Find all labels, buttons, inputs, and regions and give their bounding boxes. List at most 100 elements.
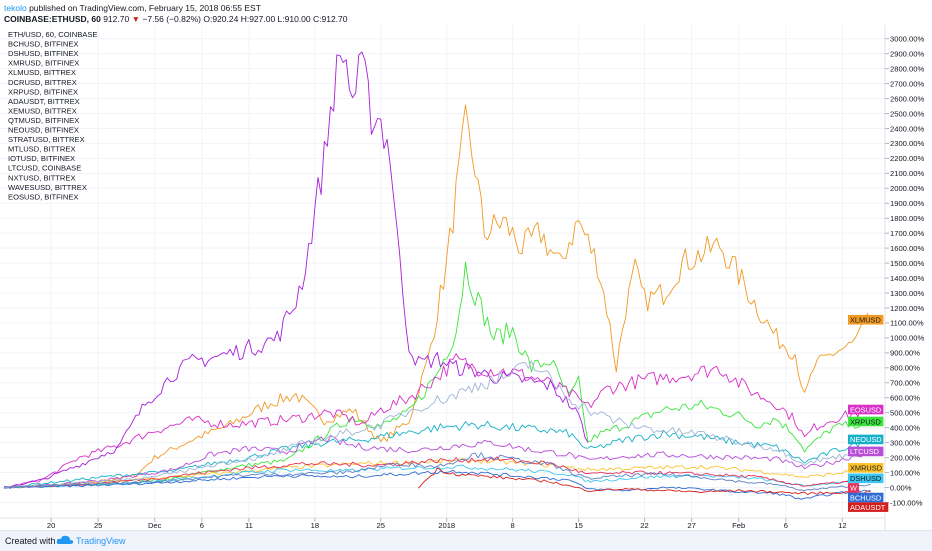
- y-tick-label: 2500.00%: [890, 109, 924, 118]
- legend-item: STRATUSD, BITTREX: [8, 135, 85, 144]
- price-tag-label: XMRUSD: [850, 464, 882, 473]
- chart-grid: [0, 25, 885, 518]
- x-tick-label: Feb: [732, 521, 745, 530]
- series-price-tags: XLMUSD EOSUSD XRPUSD NEOUSD LTCUSD XMRUSDDSHU…: [848, 314, 889, 512]
- price-scale[interactable]: 3000.00% 2900.00% 2800.00% 2700.00% 2600.00%…: [885, 35, 924, 508]
- legend-item: DCRUSD, BITTREX: [8, 78, 77, 87]
- x-tick-label: 6: [200, 521, 204, 530]
- series-line-adausdt: [418, 467, 871, 496]
- price-tag-bg: [848, 492, 884, 503]
- legend-item: EOSUSD, BITFINEX: [8, 192, 78, 201]
- price-tag-bg: [848, 416, 884, 427]
- y-tick-label: 1700.00%: [890, 229, 924, 238]
- x-tick-label: 27: [687, 521, 695, 530]
- price-tag-label: LTCUSD: [850, 447, 879, 456]
- chart-header: tekolo published on TradingView.com, Feb…: [0, 0, 932, 26]
- y-tick-label: 2200.00%: [890, 154, 924, 163]
- published-text: published on TradingView.com, February 1…: [29, 3, 261, 13]
- chart-background: [0, 25, 932, 530]
- publish-line: tekolo published on TradingView.com, Feb…: [4, 3, 261, 13]
- y-tick-label: 2000.00%: [890, 184, 924, 193]
- x-tick-label: 12: [838, 521, 846, 530]
- y-tick-label: 2700.00%: [890, 79, 924, 88]
- y-tick-label: 2100.00%: [890, 169, 924, 178]
- x-tick-label: 25: [377, 521, 385, 530]
- legend-item: XMRUSD, BITFINEX: [8, 59, 79, 68]
- last-price: 912.70: [103, 14, 130, 24]
- ohlc-values: O:920.24 H:927.00 L:910.00 C:912.70: [203, 14, 348, 24]
- legend-item: ETH/USD, 60, COINBASE: [8, 30, 97, 39]
- legend-item: BCHUSD, BITFINEX: [8, 40, 78, 49]
- legend-item: QTMUSD, BITFINEX: [8, 116, 79, 125]
- legend-item: NXTUSD, BITTREX: [8, 173, 76, 182]
- symbol-line: COINBASE:ETHUSD, 60 912.70 ▼ −7.56 (−0.8…: [4, 14, 348, 24]
- tradingview-brand-link[interactable]: TradingView: [76, 536, 126, 546]
- y-tick-label: 700.00%: [890, 379, 920, 388]
- price-tag-bg: [848, 446, 884, 457]
- price-tag-bg: [848, 463, 884, 473]
- author-link[interactable]: tekolo: [4, 3, 27, 13]
- series-line-dshusd: [3, 464, 871, 489]
- legend-item: DSHUSD, BITFINEX: [8, 49, 78, 58]
- series-line-iotusd: [3, 360, 871, 489]
- legend-item: XLMUSD, BITTREX: [8, 68, 76, 77]
- series-line-xrpusd: [3, 261, 871, 489]
- y-tick-label: 1400.00%: [890, 274, 924, 283]
- price-tag-label: NEOUSD: [850, 435, 882, 444]
- time-scale[interactable]: 20 25 Dec 6 11 18 25 2018 8 15 22 27 Feb 6 12: [47, 518, 847, 530]
- legend-item: XRPUSD, BITFINEX: [8, 87, 78, 96]
- price-tag-bg: [848, 483, 859, 493]
- y-tick-label: 2900.00%: [890, 49, 924, 58]
- series-line-xlmusd: [3, 104, 871, 489]
- tradingview-cloud-icon: [56, 535, 74, 544]
- series-lines: [3, 51, 871, 500]
- price-tag-bg: [848, 434, 884, 445]
- series-line-ltcusd: [3, 435, 871, 489]
- price-tag-label: W: [850, 484, 857, 493]
- x-tick-label: 2018: [438, 521, 455, 530]
- x-tick-label: 6: [784, 521, 788, 530]
- legend-item: LTCUSD, COINBASE: [8, 164, 81, 173]
- y-tick-label: 300.00%: [890, 438, 920, 447]
- y-tick-label: -100.00%: [890, 498, 923, 507]
- legend-item: XEMUSD, BITTREX: [8, 106, 77, 115]
- x-tick-label: 20: [47, 521, 55, 530]
- price-tag-bg: [848, 404, 884, 415]
- created-with-label: Created with: [5, 536, 56, 546]
- x-tick-label: 22: [640, 521, 648, 530]
- price-tag-bg: [848, 502, 889, 512]
- series-line-neousd: [3, 420, 871, 489]
- x-tick-label: 11: [245, 521, 253, 530]
- y-tick-label: 1500.00%: [890, 259, 924, 268]
- y-tick-label: 3000.00%: [890, 35, 924, 44]
- symbol-label: COINBASE:ETHUSD, 60: [4, 14, 101, 24]
- series-line-xmrusd: [3, 458, 871, 488]
- y-tick-label: 1300.00%: [890, 289, 924, 298]
- series-line-eosusd: [3, 353, 871, 488]
- legend-item: IOTUSD, BITFINEX: [8, 154, 75, 163]
- price-tag-bg: [848, 314, 884, 325]
- y-tick-label: 0.00%: [890, 483, 912, 492]
- price-change: −7.56 (−0.82%): [142, 14, 201, 24]
- price-tag-label: EOSUSD: [850, 405, 881, 414]
- y-tick-label: 100.00%: [890, 468, 920, 477]
- price-tag-label: DSHUSD: [850, 474, 881, 483]
- y-tick-label: 900.00%: [890, 349, 920, 358]
- x-tick-label: Dec: [148, 521, 162, 530]
- y-tick-label: 1000.00%: [890, 334, 924, 343]
- price-chart[interactable]: 3000.00% 2900.00% 2800.00% 2700.00% 2600.00%…: [0, 25, 932, 530]
- legend-item: ADAUSDT, BITTREX: [8, 97, 80, 106]
- y-tick-label: 2300.00%: [890, 139, 924, 148]
- y-tick-label: 1600.00%: [890, 244, 924, 253]
- price-tag-label: XLMUSD: [850, 316, 881, 325]
- legend-item: WAVESUSD, BITTREX: [8, 183, 87, 192]
- y-tick-label: 2400.00%: [890, 124, 924, 133]
- price-tag-label: XRPUSD: [850, 417, 881, 426]
- y-tick-label: 1800.00%: [890, 214, 924, 223]
- y-tick-label: 1100.00%: [890, 319, 924, 328]
- x-tick-label: 18: [311, 521, 319, 530]
- y-tick-label: 1200.00%: [890, 304, 924, 313]
- series-line-bchusd: [3, 469, 871, 500]
- x-tick-label: 15: [574, 521, 582, 530]
- series-line-eth-usd: [3, 452, 871, 492]
